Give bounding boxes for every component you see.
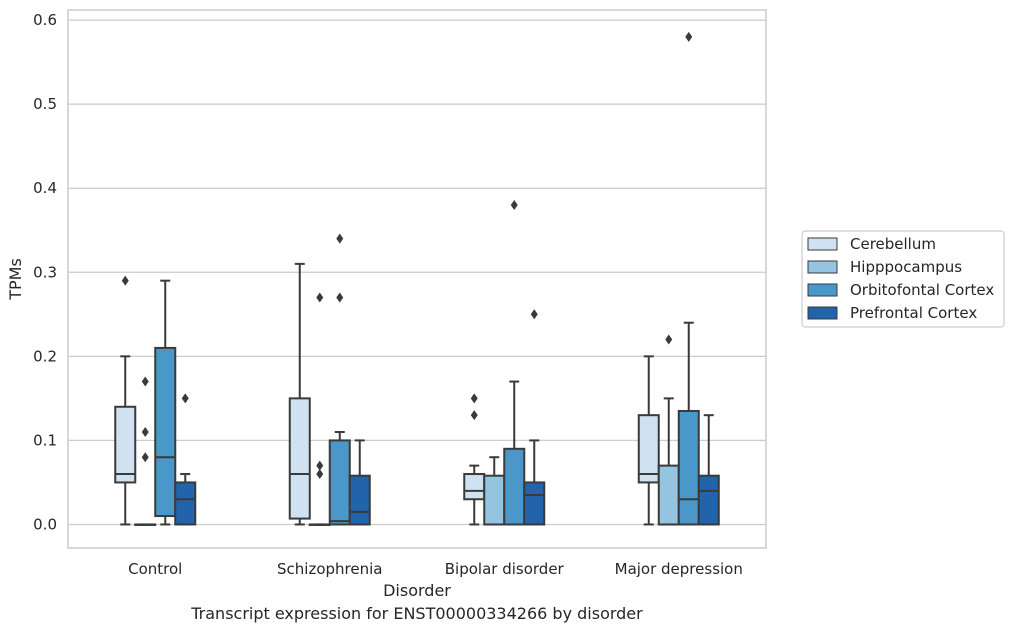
- legend-frame: [801, 230, 1005, 328]
- y-axis-ticks: 0.0 0.1 0.2 0.3 0.4 0.5 0.6: [33, 11, 57, 533]
- box-0-1: [134, 376, 157, 526]
- box-2-3: [523, 309, 546, 526]
- chart-caption: Transcript expression for ENST0000033426…: [191, 604, 643, 623]
- box-body: [114, 405, 137, 484]
- box-body: [523, 481, 546, 526]
- y-tick-label: 0.0: [33, 515, 57, 533]
- box-1-0: [288, 262, 311, 526]
- outlier-point: [336, 233, 344, 244]
- x-axis-label: Disorder: [383, 581, 451, 600]
- box-body: [483, 474, 506, 526]
- outlier-point: [316, 469, 324, 480]
- box-1-3: [348, 439, 371, 526]
- box-3-1: [657, 334, 680, 526]
- legend-swatch: [807, 237, 838, 251]
- x-tick-label: Bipolar disorder: [445, 560, 565, 578]
- box-body: [677, 409, 700, 526]
- box-body: [288, 397, 311, 520]
- legend-label: Prefrontal Cortex: [850, 304, 977, 322]
- legend-swatch: [807, 260, 838, 274]
- x-tick-label: Control: [128, 560, 182, 578]
- box-body: [503, 447, 526, 526]
- x-axis-ticks: Control Schizophrenia Bipolar disorder Majo…: [128, 560, 743, 578]
- outlier-point: [665, 334, 673, 345]
- x-tick-label: Schizophrenia: [277, 560, 382, 578]
- outlier-point: [470, 410, 478, 421]
- outlier-point: [470, 393, 478, 404]
- box-body: [348, 474, 371, 526]
- outlier-point: [685, 31, 693, 42]
- box-2-0: [463, 393, 486, 526]
- y-tick-label: 0.1: [33, 431, 57, 449]
- outlier-point: [530, 309, 538, 320]
- box-1-2: [328, 233, 351, 526]
- box-3-2: [677, 31, 700, 526]
- outlier-point: [141, 376, 149, 387]
- box-body: [657, 464, 680, 526]
- box-2-1: [483, 456, 506, 526]
- outlier-point: [316, 460, 324, 471]
- box-body: [463, 473, 486, 501]
- legend-label: Hipppocampus: [850, 258, 962, 276]
- legend-label: Orbitofontal Cortex: [850, 281, 994, 299]
- outlier-point: [510, 200, 518, 211]
- box-0-2: [154, 279, 177, 526]
- plot-border: [67, 9, 767, 549]
- y-tick-label: 0.2: [33, 347, 57, 365]
- box-0-3: [174, 393, 197, 526]
- box-3-3: [697, 414, 720, 526]
- box-0-0: [114, 275, 137, 526]
- outlier-point: [316, 292, 324, 303]
- legend-swatch: [807, 306, 838, 320]
- plot-frame: [67, 9, 767, 549]
- box-body: [697, 474, 720, 526]
- legend: Cerebellum Hipppocampus Orbitofontal Corte…: [801, 230, 1005, 328]
- outlier-point: [141, 426, 149, 437]
- box-plot-area: [114, 31, 720, 526]
- box-body: [174, 481, 197, 526]
- box-1-1: [308, 292, 331, 526]
- box-body: [637, 414, 660, 484]
- y-tick-label: 0.4: [33, 179, 57, 197]
- x-tick-label: Major depression: [615, 560, 743, 578]
- y-tick-label: 0.6: [33, 11, 57, 29]
- legend-swatch: [807, 283, 838, 297]
- legend-label: Cerebellum: [850, 235, 936, 253]
- box-2-2: [503, 200, 526, 526]
- grid-lines: [68, 19, 766, 526]
- y-axis-label: TPMs: [6, 258, 25, 301]
- box-3-0: [637, 355, 660, 526]
- outlier-point: [141, 452, 149, 463]
- outlier-point: [121, 275, 129, 286]
- box-body: [328, 439, 351, 526]
- outlier-point: [181, 393, 189, 404]
- y-tick-label: 0.3: [33, 263, 57, 281]
- box-body: [154, 346, 177, 518]
- y-tick-label: 0.5: [33, 95, 57, 113]
- outlier-point: [336, 292, 344, 303]
